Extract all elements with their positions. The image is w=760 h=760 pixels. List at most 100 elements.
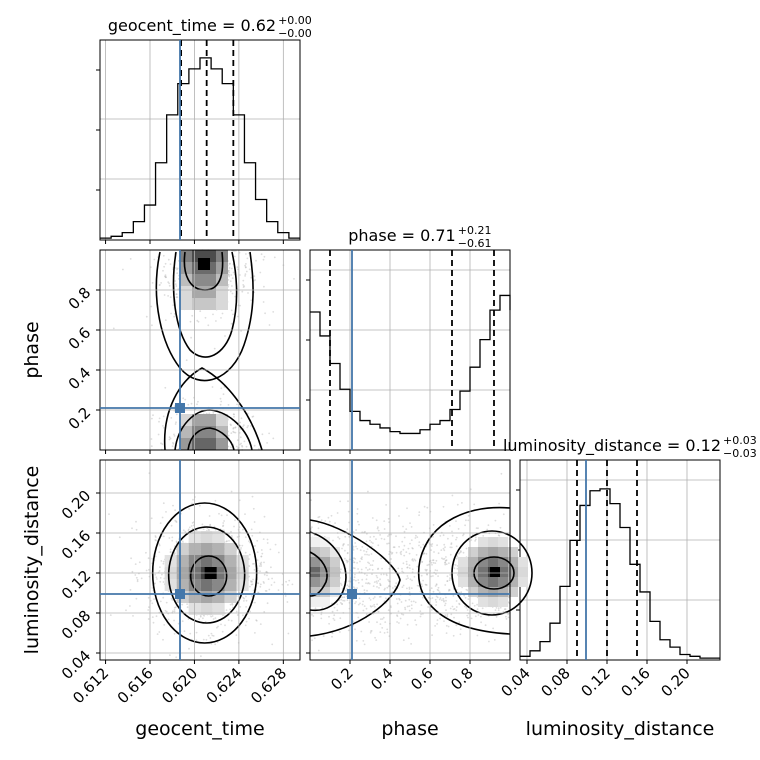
panel-geocent-time-luminosity-distance-sample-point xyxy=(252,589,255,592)
panel-geocent-time-luminosity-distance-sample-point xyxy=(227,619,230,622)
panel-phase-luminosity-distance-density-cell-47 xyxy=(320,567,330,577)
panel-phase-luminosity-distance-sample-point xyxy=(395,582,398,585)
panel-phase-luminosity-distance-sample-point xyxy=(445,599,447,602)
panel-phase-luminosity-distance-sample-point xyxy=(431,597,434,599)
panel-phase-luminosity-distance-sample-point xyxy=(418,544,420,547)
panel-geocent-time-luminosity-distance-sample-point xyxy=(175,656,178,659)
panel-phase-luminosity-distance-sample-point xyxy=(419,615,422,618)
panel-geocent-time-phase-sample-point xyxy=(247,425,250,427)
panel-phase-luminosity-distance-density-cell-46 xyxy=(320,557,330,567)
panel-geocent-time-phase-sample-point xyxy=(262,301,265,303)
panel-phase-luminosity-distance-sample-point xyxy=(444,546,446,549)
panel-phase-luminosity-distance-sample-point xyxy=(344,557,346,560)
panel-geocent-time-phase-sample-point xyxy=(163,294,166,296)
panel-phase-luminosity-distance-sample-point xyxy=(445,624,448,627)
panel-phase-luminosity-distance-sample-point xyxy=(356,512,359,515)
panel-phase-luminosity-distance-sample-point xyxy=(462,534,464,537)
panel-phase-luminosity-distance-sample-point xyxy=(355,601,357,603)
panel-phase-luminosity-distance-sample-point xyxy=(357,579,360,581)
panel-phase-luminosity-distance-sample-point xyxy=(352,545,355,548)
panel-phase-luminosity-distance-sample-point xyxy=(408,552,411,555)
panel-phase-luminosity-distance-sample-point xyxy=(369,631,372,634)
panel-phase-luminosity-distance-sample-point xyxy=(456,503,459,506)
panel-geocent-time-luminosity-distance-sample-point xyxy=(156,578,158,580)
panel-geocent-time-luminosity-distance-sample-point xyxy=(183,630,186,633)
hist-geocent-time-title-sub: −0.00 xyxy=(278,27,312,40)
panel-geocent-time-luminosity-distance-sample-point xyxy=(159,522,162,524)
panel-geocent-time-luminosity-distance-density-cell-3 xyxy=(176,543,189,555)
panel-phase-luminosity-distance-sample-point xyxy=(499,526,502,529)
panel-geocent-time-phase-sample-point xyxy=(227,434,230,437)
ytick-label-phase-1: 0.4 xyxy=(65,364,95,394)
panel-phase-luminosity-distance-sample-point xyxy=(377,526,379,529)
panel-geocent-time-luminosity-distance-sample-point xyxy=(254,632,256,634)
panel-geocent-time-phase-density-cell-19 xyxy=(216,298,228,310)
panel-phase-luminosity-distance-sample-point xyxy=(384,621,387,623)
panel-geocent-time-luminosity-distance-sample-point xyxy=(148,606,150,608)
hist-luminosity-distance-title: luminosity_distance = 0.12 xyxy=(503,436,721,456)
panel-phase-luminosity-distance-sample-point xyxy=(353,567,356,570)
panel-geocent-time-luminosity-distance-sample-point xyxy=(273,581,276,584)
panel-phase-luminosity-distance-sample-point xyxy=(455,538,457,541)
panel-phase-luminosity-distance-sample-point xyxy=(470,539,473,541)
panel-phase-luminosity-distance-sample-point xyxy=(400,550,403,553)
panel-geocent-time-phase-sample-point xyxy=(234,431,237,434)
panel-geocent-time-luminosity-distance-sample-point xyxy=(165,601,168,604)
panel-phase-luminosity-distance-density-cell-37 xyxy=(310,537,320,547)
panel-geocent-time-phase-sample-point xyxy=(255,259,257,262)
panel-phase-luminosity-distance-sample-point xyxy=(377,568,379,570)
panel-geocent-time-luminosity-distance-sample-point xyxy=(260,549,263,551)
panel-phase-luminosity-distance-sample-point xyxy=(455,557,458,560)
panel-phase-luminosity-distance-sample-point xyxy=(464,605,466,608)
panel-phase-luminosity-distance-sample-point xyxy=(405,563,408,566)
panel-phase-luminosity-distance-sample-point xyxy=(448,562,450,565)
panel-geocent-time-phase-density-cell-2 xyxy=(180,274,192,286)
panel-phase-luminosity-distance-sample-point xyxy=(402,584,405,587)
panel-phase-luminosity-distance-sample-point xyxy=(367,490,369,493)
panel-geocent-time-phase-sample-point xyxy=(169,296,172,299)
panel-geocent-time-luminosity-distance-sample-point xyxy=(155,615,158,618)
panel-phase-luminosity-distance-density-cell-11 xyxy=(478,567,488,577)
panel-geocent-time-phase-sample-point xyxy=(150,305,153,308)
panel-geocent-time-luminosity-distance-sample-point xyxy=(153,598,155,600)
panel-phase-luminosity-distance-sample-point xyxy=(466,609,469,611)
panel-geocent-time-luminosity-distance-sample-point xyxy=(159,600,162,603)
panel-phase-luminosity-distance-sample-point xyxy=(356,562,358,564)
panel-phase-luminosity-distance-sample-point xyxy=(347,544,349,546)
panel-phase-luminosity-distance-sample-point xyxy=(339,617,342,620)
panel-geocent-time-phase-sample-point xyxy=(175,293,178,296)
panel-phase-luminosity-distance-sample-point xyxy=(322,635,325,637)
panel-phase-luminosity-distance-sample-point xyxy=(427,606,429,608)
panel-geocent-time-phase-sample-point xyxy=(173,315,176,318)
panel-phase-luminosity-distance-sample-point xyxy=(430,545,433,547)
panel-geocent-time-phase-sample-point xyxy=(293,278,295,280)
panel-phase-luminosity-distance-sample-point xyxy=(359,602,361,605)
panel-phase-luminosity-distance-sample-point xyxy=(385,504,387,506)
panel-geocent-time-phase-density-cell-1 xyxy=(180,262,192,274)
panel-geocent-time-phase-sample-point xyxy=(177,448,180,450)
panel-geocent-time-phase-contour-bot-2 xyxy=(163,367,263,451)
panel-phase-luminosity-distance-sample-point xyxy=(373,605,376,608)
panel-geocent-time-luminosity-distance-sample-point xyxy=(134,574,137,576)
panel-phase-luminosity-distance-sample-point xyxy=(402,525,404,528)
panel-phase-luminosity-distance-sample-point xyxy=(437,575,439,577)
panel-phase-luminosity-distance-sample-point xyxy=(406,566,409,569)
panel-phase-luminosity-distance-sample-point xyxy=(408,567,411,569)
panel-geocent-time-phase-sample-point xyxy=(190,402,193,405)
ytick-label-luminosity-distance-4: 0.20 xyxy=(58,487,94,523)
panel-phase-luminosity-distance-sample-point xyxy=(406,507,408,510)
panel-phase-luminosity-distance-sample-point xyxy=(330,514,333,517)
panel-geocent-time-luminosity-distance-truth-marker xyxy=(175,589,185,599)
panel-phase-luminosity-distance-sample-point xyxy=(358,597,361,600)
panel-phase-luminosity-distance-sample-point xyxy=(380,557,382,560)
panel-phase-luminosity-distance-sample-point xyxy=(405,560,408,563)
panel-geocent-time-luminosity-distance-sample-point xyxy=(154,573,157,576)
panel-geocent-time-phase-sample-point xyxy=(213,347,216,350)
xtick-label-phase-0: 0.2 xyxy=(327,664,357,694)
panel-phase-luminosity-distance-sample-point xyxy=(390,552,393,555)
panel-geocent-time-luminosity-distance-sample-point xyxy=(169,551,172,553)
panel-geocent-time-luminosity-distance-sample-point xyxy=(268,588,271,591)
panel-geocent-time-luminosity-distance-sample-point xyxy=(125,609,127,612)
panel-phase-luminosity-distance-sample-point xyxy=(333,619,336,621)
panel-geocent-time-luminosity-distance-sample-point xyxy=(214,499,217,502)
